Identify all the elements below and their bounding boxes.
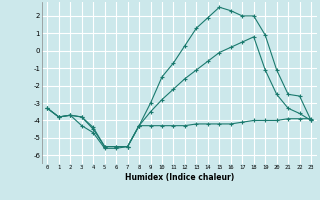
X-axis label: Humidex (Indice chaleur): Humidex (Indice chaleur) bbox=[124, 173, 234, 182]
